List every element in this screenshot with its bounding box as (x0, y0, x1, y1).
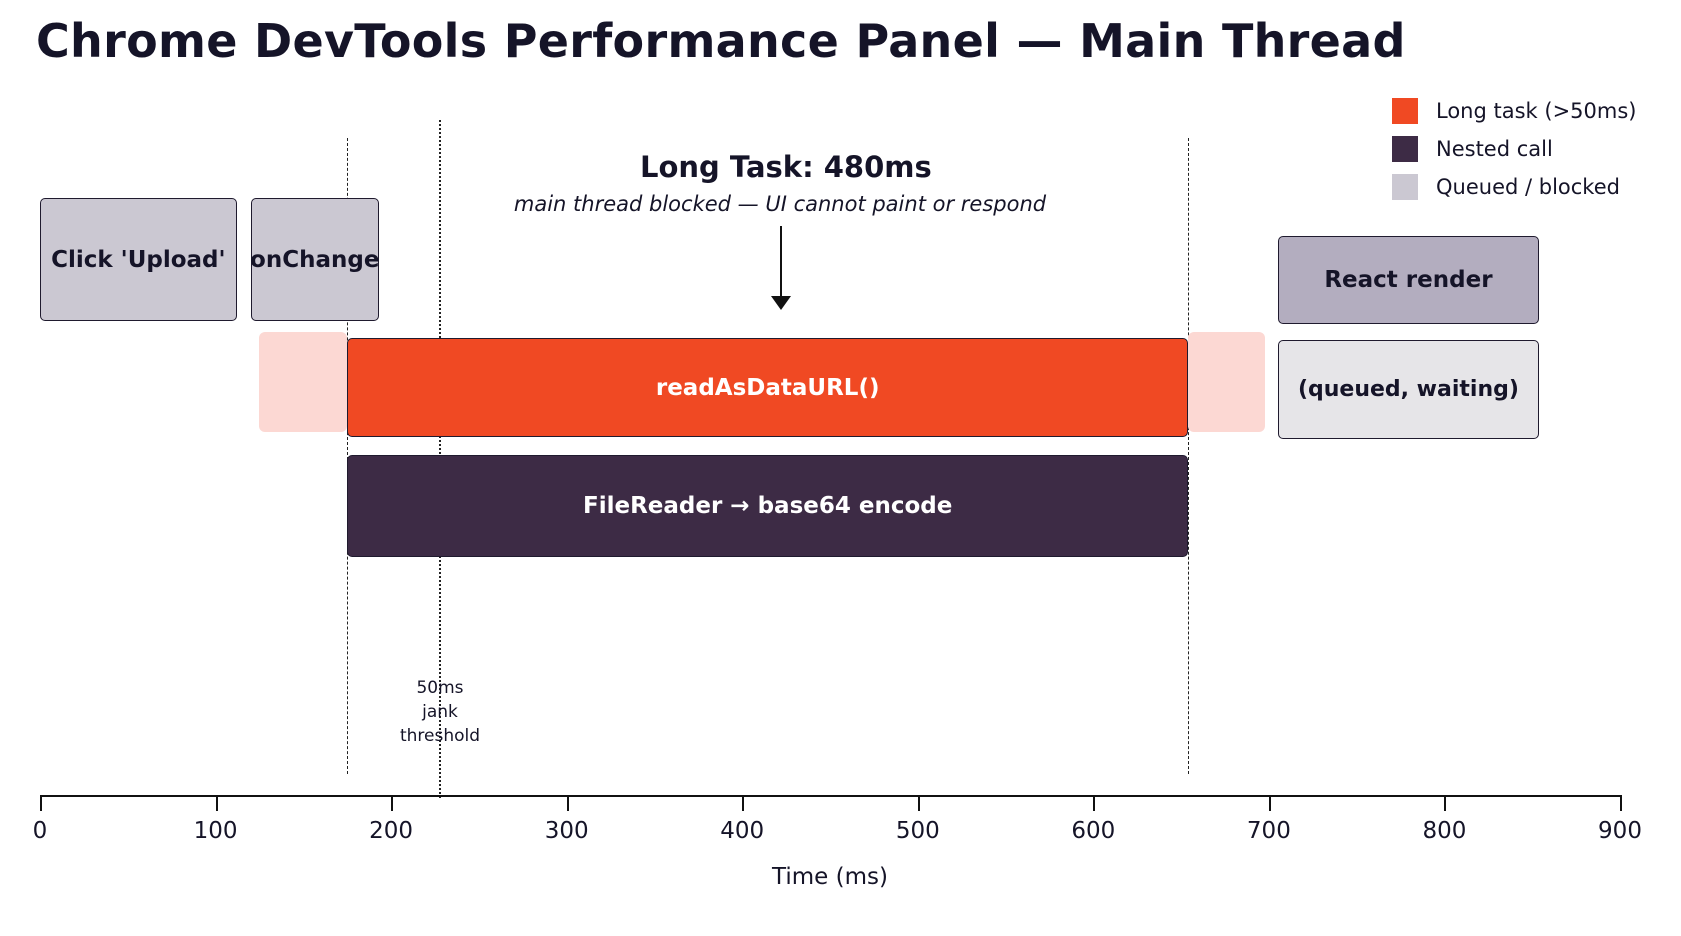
x-axis-title: Time (ms) (772, 864, 888, 890)
task-block: onChange (250, 198, 380, 321)
x-axis-tick-label: 600 (1071, 818, 1116, 844)
task-block-label: React render (1324, 267, 1493, 293)
x-axis-tick (215, 795, 218, 811)
long-task-annotation-subtitle: main thread blocked — UI cannot paint or… (513, 192, 1047, 216)
long-task-annotation-title: Long Task: 480ms (640, 150, 932, 184)
task-block-label: onChange (250, 246, 380, 273)
legend-label: Nested call (1436, 137, 1553, 161)
down-arrow-icon (780, 226, 782, 306)
x-axis-tick-label: 500 (895, 818, 940, 844)
task-block-label: (queued, waiting) (1297, 377, 1519, 402)
threshold-line-1: 50ms (416, 678, 464, 698)
task-block-label: readAsDataURL() (655, 374, 880, 401)
x-axis-tick (391, 795, 394, 811)
x-axis-tick (566, 795, 569, 811)
legend-label: Queued / blocked (1436, 175, 1620, 199)
x-axis-tick-label: 100 (193, 818, 238, 844)
task-block: React render (1277, 236, 1540, 324)
x-axis-tick (917, 795, 920, 811)
task-block-label: Click 'Upload' (51, 246, 226, 273)
arrow-head-icon (771, 296, 791, 310)
legend-label: Long task (>50ms) (1436, 99, 1637, 123)
x-axis-tick (742, 795, 745, 811)
x-axis-tick-label: 900 (1598, 818, 1642, 844)
legend-item: Queued / blocked (1392, 173, 1620, 201)
legend-item: Nested call (1392, 135, 1553, 163)
legend-swatch (1392, 98, 1418, 124)
task-block: FileReader → base64 encode (347, 455, 1189, 557)
threshold-line-2: jank (422, 702, 458, 722)
x-axis-tick (40, 795, 42, 811)
task-block-label: FileReader → base64 encode (582, 493, 953, 519)
task-block: (queued, waiting) (1277, 340, 1540, 439)
blocked-shadow (259, 332, 348, 432)
jank-threshold-label: 50ms jank threshold (380, 676, 500, 748)
x-axis-line (40, 795, 1620, 797)
task-block: Click 'Upload' (40, 198, 237, 321)
x-axis-tick-label: 700 (1246, 818, 1291, 844)
legend-swatch (1392, 136, 1418, 162)
x-axis-tick (1444, 795, 1447, 811)
legend-item: Long task (>50ms) (1392, 97, 1636, 125)
page-title: Chrome DevTools Performance Panel — Main… (36, 14, 1406, 68)
threshold-line-3: threshold (399, 726, 481, 746)
x-axis-tick (1620, 795, 1622, 811)
legend-swatch (1392, 174, 1418, 200)
x-axis-tick-label: 0 (32, 818, 48, 844)
long-task-boundary-line (1188, 138, 1190, 774)
blocked-shadow (1188, 332, 1266, 432)
task-block: readAsDataURL() (347, 338, 1189, 437)
x-axis-tick-label: 300 (544, 818, 589, 844)
x-axis-tick-label: 200 (369, 818, 414, 844)
x-axis-tick-label: 400 (720, 818, 765, 844)
x-axis-tick-label: 800 (1422, 818, 1467, 844)
x-axis-tick (1093, 795, 1096, 811)
x-axis-tick (1268, 795, 1271, 811)
